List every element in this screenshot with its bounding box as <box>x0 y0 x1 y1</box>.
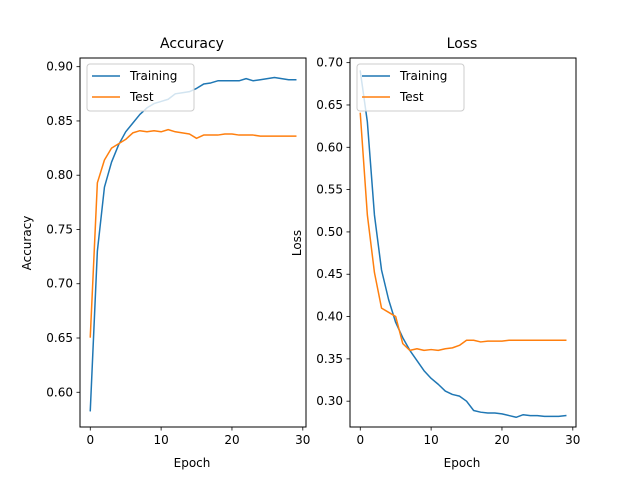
accuracy-x-tick-label: 10 <box>153 433 168 447</box>
loss-x-tick-label: 10 <box>423 433 438 447</box>
loss-legend-test-label: Test <box>399 90 424 104</box>
accuracy-axes-frame <box>79 57 307 428</box>
loss-x-tick-label: 30 <box>565 433 580 447</box>
accuracy-x-tick-label: 20 <box>224 433 239 447</box>
loss-x-tick-label: 0 <box>356 433 364 447</box>
loss-y-tick-label: 0.30 <box>316 394 343 408</box>
loss-y-tick-label: 0.65 <box>316 98 343 112</box>
loss-y-axis-label: Loss <box>290 230 304 256</box>
accuracy-x-tick-label: 0 <box>86 433 94 447</box>
loss-y-tick-label: 0.70 <box>316 56 343 70</box>
loss-legend-training-label: Training <box>399 69 447 83</box>
accuracy-y-tick-label: 0.75 <box>46 222 73 236</box>
accuracy-y-tick-label: 0.60 <box>46 385 73 399</box>
loss-y-tick-label: 0.55 <box>316 183 343 197</box>
accuracy-legend-test-label: Test <box>129 90 154 104</box>
accuracy-y-tick-label: 0.90 <box>46 60 73 74</box>
loss-y-tick-label: 0.40 <box>316 310 343 324</box>
accuracy-y-tick-label: 0.85 <box>46 114 73 128</box>
accuracy-legend: Training Test <box>86 63 195 112</box>
loss-plot-area: 0 10 20 30 0.30 0.35 0.40 0.45 0.50 0.55 0.60 0.65 0… <box>316 56 580 447</box>
accuracy-legend-training-label: Training <box>129 69 177 83</box>
accuracy-y-tick-label: 0.65 <box>46 331 73 345</box>
accuracy-y-axis-label: Accuracy <box>20 216 34 271</box>
loss-panel: Loss 0 10 20 30 0.30 0.35 0.40 0.45 0.50 0.55 0.60… <box>290 36 580 470</box>
loss-x-tick-label: 20 <box>494 433 509 447</box>
loss-chart-title: Loss <box>447 36 478 52</box>
loss-y-tick-label: 0.45 <box>316 267 343 281</box>
accuracy-chart-title: Accuracy <box>160 36 224 52</box>
loss-axes-frame <box>349 57 577 428</box>
loss-y-tick-label: 0.35 <box>316 352 343 366</box>
loss-series-test-line <box>359 112 567 352</box>
loss-legend: Training Test <box>356 63 465 112</box>
loss-x-axis-label: Epoch <box>444 456 481 470</box>
accuracy-y-tick-label: 0.70 <box>46 277 73 291</box>
accuracy-x-axis-label: Epoch <box>174 456 211 470</box>
accuracy-y-tick-label: 0.80 <box>46 168 73 182</box>
accuracy-series-test-line <box>89 128 297 338</box>
loss-y-tick-label: 0.50 <box>316 225 343 239</box>
loss-series-training-line <box>359 70 567 419</box>
accuracy-panel: Accuracy 0 10 20 30 0.60 0.65 0.70 0.75 0.80 0.85… <box>20 36 310 470</box>
loss-y-tick-label: 0.60 <box>316 140 343 154</box>
accuracy-x-tick-label: 30 <box>295 433 310 447</box>
